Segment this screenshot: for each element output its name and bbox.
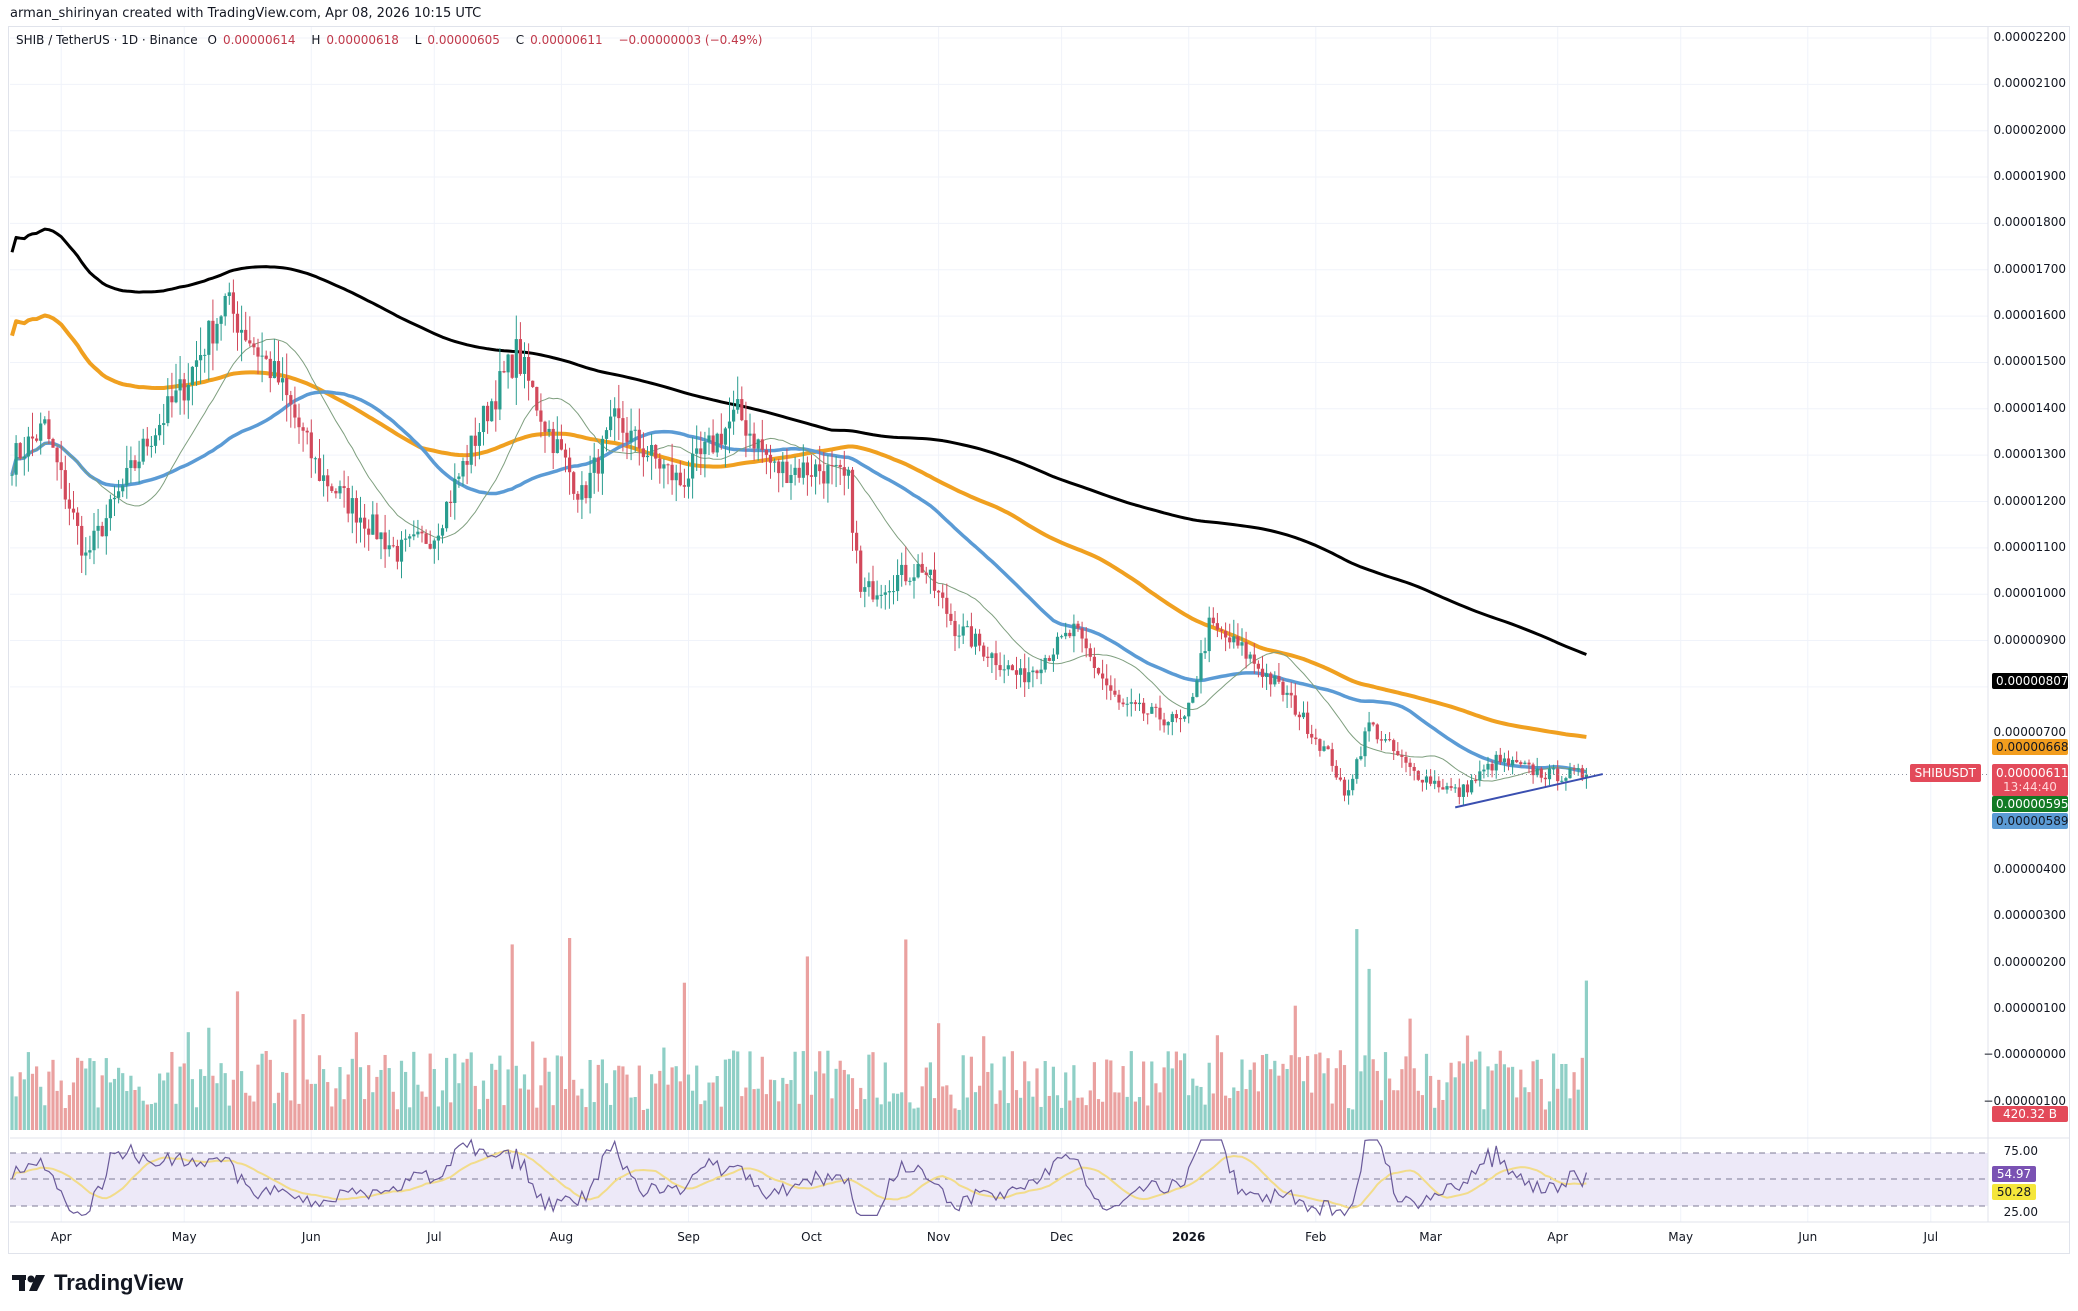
tradingview-logo-text: TradingView <box>54 1270 184 1295</box>
time-axis-label: Nov <box>926 1230 951 1244</box>
price-axis-label: 0.00002200 <box>1993 30 2066 44</box>
low-value: L 0.00000605 <box>414 33 500 47</box>
chart-credit: arman_shirinyan created with TradingView… <box>10 6 482 21</box>
tradingview-logo: TradingView <box>12 1270 183 1296</box>
time-axis-label: Dec <box>1049 1230 1074 1244</box>
time-axis-label: Jul <box>1923 1230 1939 1244</box>
price-axis-label: 0.00001200 <box>1993 493 2066 508</box>
time-axis-label: Jul <box>427 1230 442 1244</box>
tradingview-logo-icon <box>12 1275 45 1291</box>
rsi-axis-label: 25.00 <box>2003 1205 2038 1219</box>
price-axis-label: 0.00002100 <box>1993 76 2066 91</box>
price-axis-label: 0.00000900 <box>1993 632 2066 647</box>
time-axis-label: Jun <box>301 1230 321 1244</box>
ma200-price-tag: 0.00000807 <box>1992 673 2069 689</box>
time-axis-label: Jun <box>1798 1230 1818 1244</box>
price-axis-label: 0.00001300 <box>1993 447 2066 462</box>
high-value: H 0.00000618 <box>311 33 399 47</box>
time-axis-label: Apr <box>50 1230 72 1244</box>
time-axis-label: Mar <box>1419 1230 1442 1244</box>
time-axis-label: Sep <box>677 1230 700 1244</box>
volume-axis-label: 0.00000200 <box>1993 954 2066 969</box>
volume-axis-label: 0.00000400 <box>1993 862 2066 876</box>
price-axis-label: 0.00001800 <box>1993 215 2066 230</box>
ma20-price-tag: 0.00000595 <box>1992 796 2069 812</box>
time-axis-label: 2026 <box>1171 1230 1206 1244</box>
open-value: O 0.00000614 <box>207 33 296 47</box>
ohlc-legend: SHIB / TetherUS · 1D · Binance O 0.000006… <box>16 33 768 47</box>
rsi-axis-label: 75.00 <box>2003 1144 2038 1158</box>
price-axis-label: 0.00001100 <box>1993 539 2066 554</box>
price-axis-label: 0.00001400 <box>1993 400 2066 415</box>
volume-axis-label: −0.00000100 <box>1983 1093 2066 1108</box>
chart-frame <box>8 26 2070 1254</box>
price-axis-label: 0.00001500 <box>1993 354 2066 369</box>
time-axis-label: May <box>1668 1230 1694 1244</box>
volume-tag: 420.32 B <box>1992 1106 2068 1122</box>
volume-axis-label: 0.00000100 <box>1993 1000 2066 1015</box>
rsi-value-tag: 54.97 <box>1992 1166 2036 1182</box>
bar-countdown: 13:44:40 <box>2003 780 2057 794</box>
rsi-ma-tag: 50.28 <box>1992 1184 2036 1200</box>
change-value: −0.00000003 (−0.49%) <box>618 33 763 47</box>
price-axis-label: 0.00002000 <box>1993 122 2066 137</box>
price-axis-label: 0.00001000 <box>1993 586 2066 601</box>
close-value: C 0.00000611 <box>515 33 603 47</box>
symbol-title[interactable]: SHIB / TetherUS · 1D · Binance <box>16 33 198 47</box>
price-axis-label: 0.00000700 <box>1993 725 2066 740</box>
volume-axis-label: −0.00000000 <box>1983 1047 2066 1062</box>
last-price: 0.00000611 <box>1996 766 2069 780</box>
volume-axis-label: 0.00000300 <box>1993 908 2066 923</box>
price-axis-label: 0.00001600 <box>1993 308 2066 323</box>
time-axis-label: Feb <box>1305 1230 1327 1244</box>
ma100-price-tag: 0.00000668 <box>1992 739 2069 755</box>
price-axis-label: 0.00001900 <box>1993 169 2066 184</box>
ma50-price-tag: 0.00000589 <box>1992 813 2069 829</box>
symbol-tag: SHIBUSDT <box>1909 764 1981 782</box>
price-axis-label: 0.00001700 <box>1993 261 2066 276</box>
last-price-tag: 0.00000611 13:44:40 <box>1992 764 2069 796</box>
time-axis-label: Aug <box>549 1230 574 1244</box>
time-axis-label: Apr <box>1547 1230 1569 1244</box>
time-axis-label: Oct <box>801 1230 822 1244</box>
time-axis-label: May <box>171 1230 197 1244</box>
